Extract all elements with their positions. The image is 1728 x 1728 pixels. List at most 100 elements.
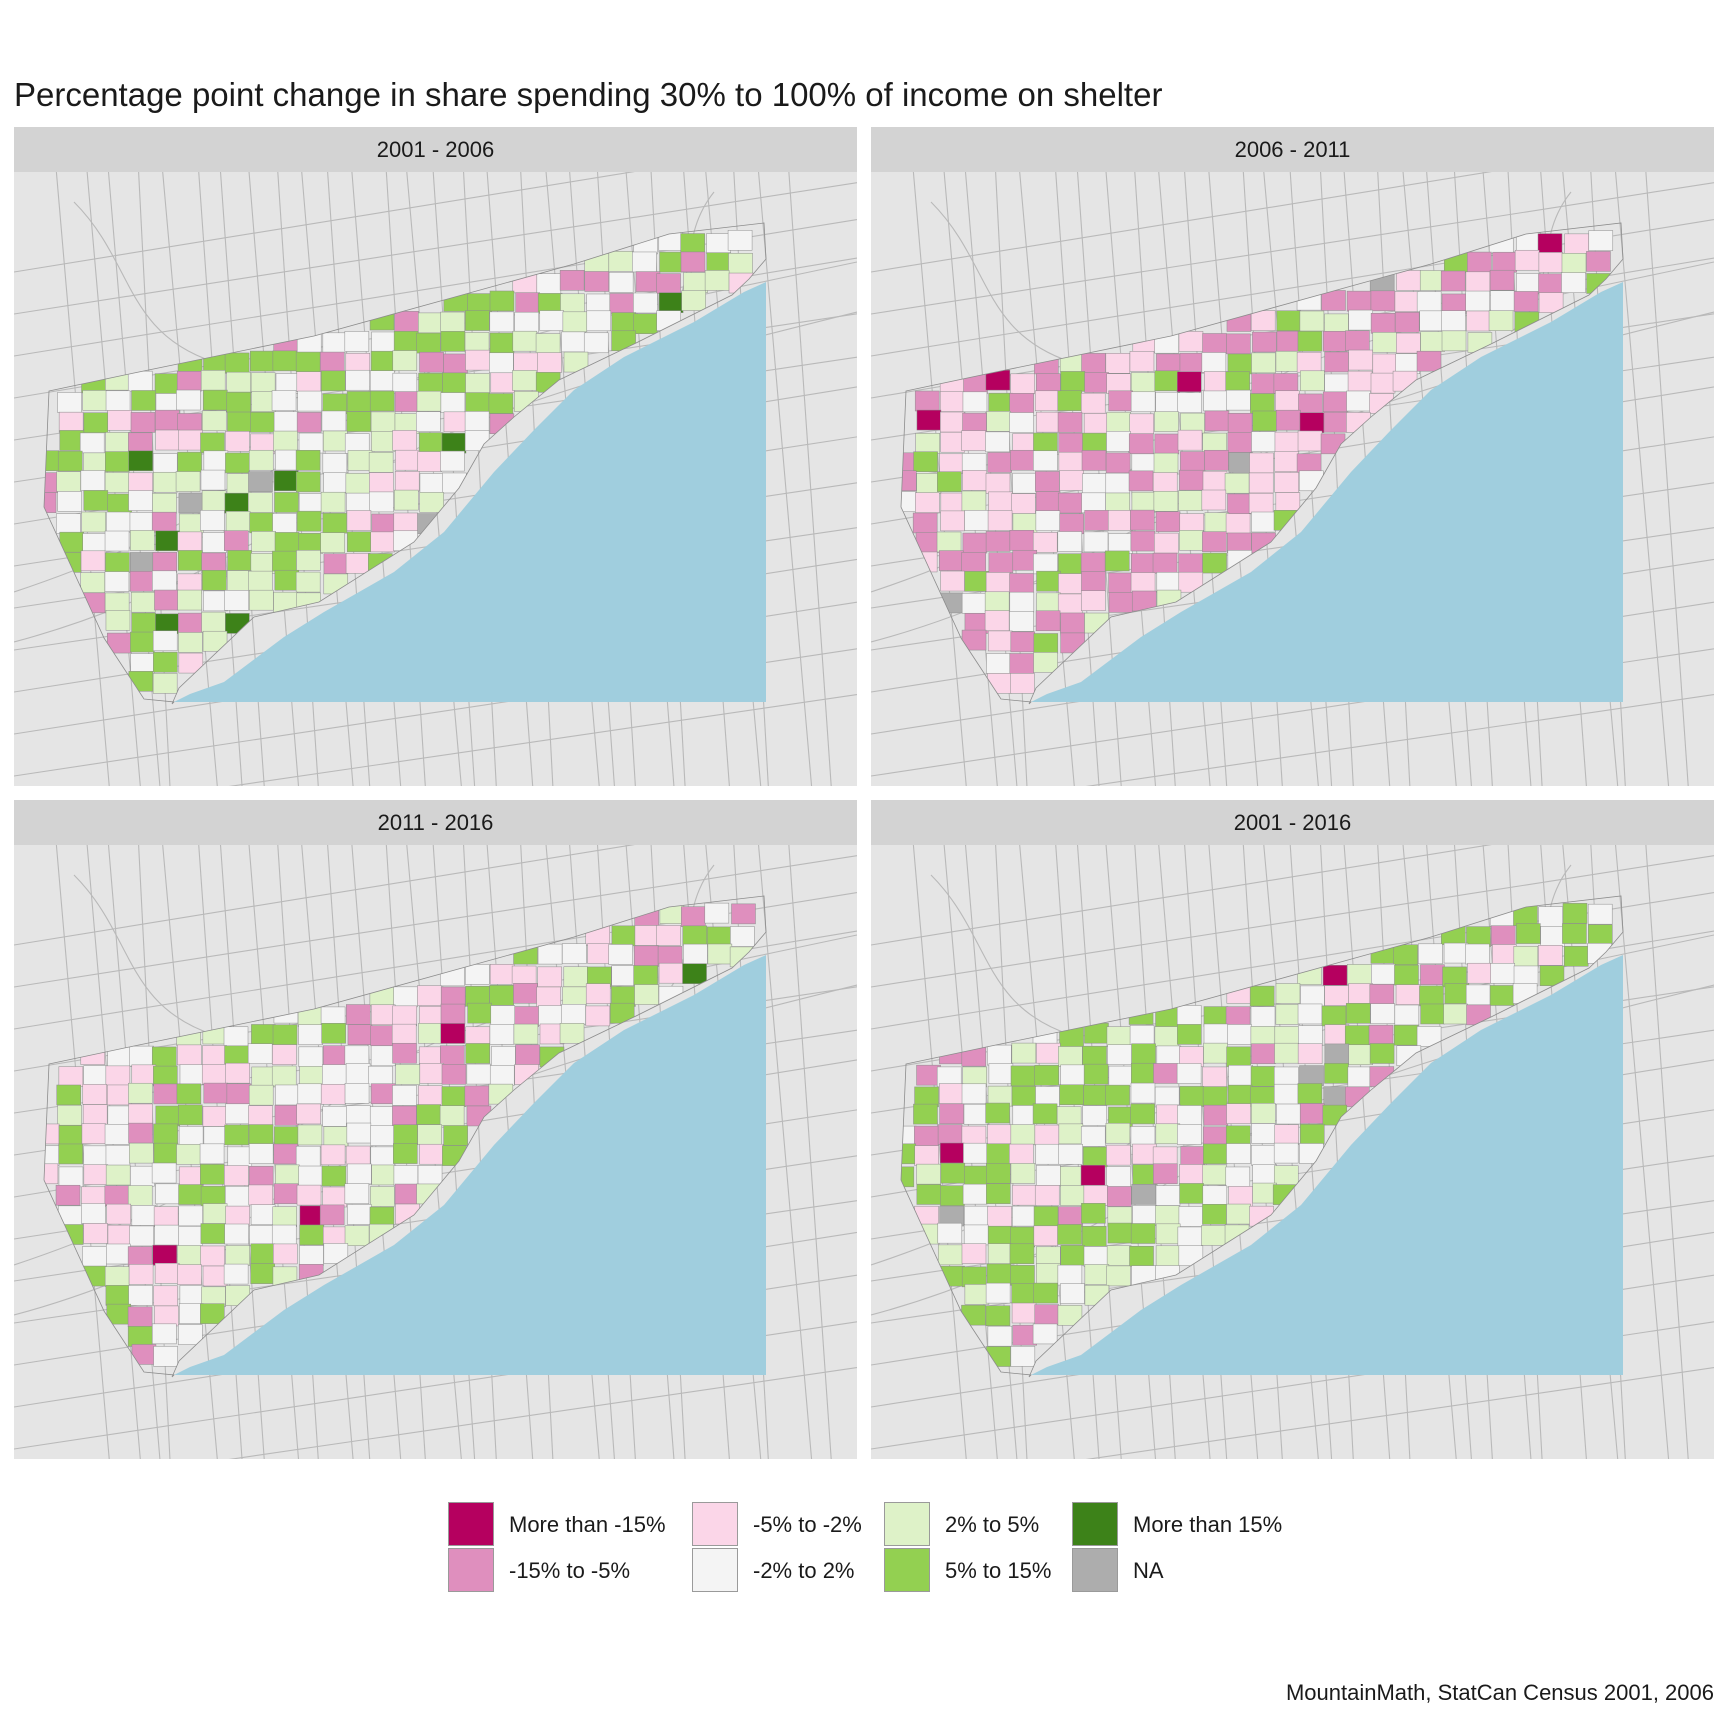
census-tract [128, 472, 153, 494]
road [930, 201, 1072, 363]
legend-label: -15% to -5% [509, 1558, 631, 1583]
census-tract [274, 569, 300, 591]
census-tract [1226, 1103, 1251, 1124]
census-tract [1298, 393, 1323, 415]
census-tract [1034, 1124, 1060, 1146]
census-tract [1105, 492, 1130, 514]
census-tract [1130, 509, 1155, 531]
census-tract [1057, 593, 1083, 615]
census-tract [1443, 942, 1469, 964]
lake-ontario [174, 282, 766, 702]
census-tract [1059, 470, 1084, 491]
census-tract [224, 590, 249, 611]
census-tract [940, 510, 965, 532]
census-tract [1322, 391, 1348, 413]
census-tract [611, 312, 637, 333]
census-tract [1058, 1123, 1084, 1145]
census-tract [200, 1185, 226, 1207]
census-tract [1227, 353, 1253, 375]
census-tract [418, 1023, 443, 1044]
census-tract [611, 965, 636, 986]
census-tract [940, 1162, 966, 1184]
census-tract [1250, 1006, 1276, 1027]
census-tract [1035, 1143, 1061, 1165]
census-tract [1108, 592, 1134, 613]
census-tract [683, 272, 708, 293]
census-tract [1180, 451, 1205, 472]
census-tract [105, 1164, 131, 1186]
census-tract [346, 492, 371, 514]
census-tract [916, 473, 941, 494]
census-tract [155, 409, 180, 431]
census-tract [1203, 1006, 1229, 1027]
census-tract [129, 552, 155, 573]
census-tract [987, 452, 1012, 473]
census-tract [1012, 472, 1037, 494]
road [1614, 845, 1670, 1459]
census-tract [345, 473, 371, 494]
census-tract [178, 1205, 203, 1227]
census-tract [1060, 612, 1085, 634]
census-tract [1467, 251, 1492, 273]
census-tract [154, 373, 180, 394]
road [1085, 694, 1714, 786]
census-tract [611, 925, 637, 947]
census-tract [131, 1064, 157, 1086]
census-tract [1152, 472, 1178, 493]
census-tract [467, 1002, 492, 1024]
road [871, 172, 1493, 273]
census-tract [295, 571, 321, 593]
census-tract [1130, 372, 1156, 393]
census-tract [179, 1303, 204, 1324]
census-tract [1201, 489, 1227, 511]
census-tract [1107, 1044, 1132, 1065]
census-tract [682, 925, 708, 947]
census-tract [1129, 413, 1154, 435]
census-tract [1084, 372, 1109, 393]
census-tract [1420, 964, 1445, 985]
census-tract [1010, 1065, 1036, 1087]
census-tract [914, 390, 940, 412]
census-tract [1248, 472, 1274, 494]
census-tract [681, 290, 706, 311]
census-tract [1152, 552, 1178, 574]
census-tract [248, 1084, 274, 1106]
census-tract [200, 370, 226, 391]
census-tract [344, 1045, 370, 1067]
census-tract [81, 1203, 106, 1224]
census-tract [223, 1026, 249, 1048]
census-tract [1466, 926, 1491, 947]
census-tract [154, 1305, 179, 1327]
census-tract [368, 1065, 393, 1087]
census-tract [1418, 943, 1443, 965]
census-tract [964, 1284, 990, 1305]
census-tract [1058, 573, 1083, 594]
census-tract [1010, 631, 1036, 653]
census-tract [369, 472, 394, 493]
census-tract [1202, 1185, 1228, 1207]
census-tract [250, 372, 276, 393]
census-tract [1108, 1065, 1134, 1087]
census-tract [961, 552, 986, 573]
census-tract [609, 293, 635, 314]
census-tract [1058, 1143, 1083, 1165]
census-tract [939, 391, 965, 412]
source-caption: MountainMath, StatCan Census 2001, 2006 [1285, 1680, 1714, 1705]
census-tract [1081, 1226, 1107, 1247]
census-tract [440, 311, 465, 333]
census-tract [939, 453, 965, 475]
census-tract [104, 1123, 130, 1145]
census-tract [1251, 373, 1276, 394]
census-tract [559, 1023, 585, 1044]
census-tract [226, 570, 252, 591]
census-tract [988, 392, 1013, 414]
census-tract [1128, 470, 1154, 492]
census-tract [392, 1085, 417, 1106]
census-tract [128, 1285, 153, 1306]
census-tract [80, 572, 105, 593]
census-tract [491, 1046, 516, 1067]
census-tract [1154, 411, 1179, 432]
census-tract [706, 252, 732, 273]
census-tract [987, 630, 1013, 652]
census-tract [416, 390, 442, 412]
